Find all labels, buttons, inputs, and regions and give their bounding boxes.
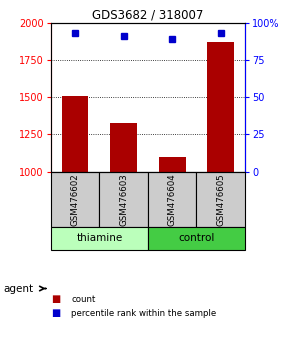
Text: count: count <box>71 295 95 304</box>
Text: GSM476604: GSM476604 <box>168 173 177 226</box>
Bar <box>110 122 137 172</box>
Bar <box>51 172 99 227</box>
Text: thiamine: thiamine <box>76 233 122 244</box>
Text: ■: ■ <box>51 294 60 304</box>
Title: GDS3682 / 318007: GDS3682 / 318007 <box>92 9 204 22</box>
Bar <box>99 172 148 227</box>
Text: percentile rank within the sample: percentile rank within the sample <box>71 309 216 318</box>
Text: GSM476602: GSM476602 <box>70 173 79 226</box>
Text: agent: agent <box>3 284 33 293</box>
Text: control: control <box>178 233 215 244</box>
Bar <box>148 172 196 227</box>
Bar <box>148 227 245 250</box>
Bar <box>207 42 234 172</box>
Bar <box>159 157 186 172</box>
Bar <box>197 172 245 227</box>
Text: GSM476603: GSM476603 <box>119 173 128 226</box>
Bar <box>51 227 148 250</box>
Text: GSM476605: GSM476605 <box>216 173 225 226</box>
Text: ■: ■ <box>51 308 60 318</box>
Bar <box>62 96 88 172</box>
